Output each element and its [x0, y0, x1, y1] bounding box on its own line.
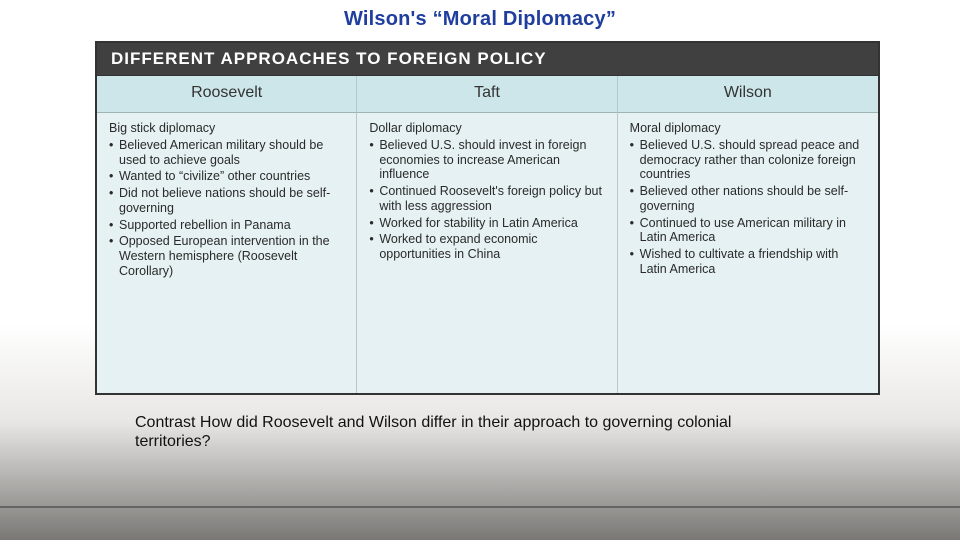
bullet-item: Worked to expand economic opportunities … — [369, 232, 606, 262]
bullet-item: Continued Roosevelt's foreign policy but… — [369, 184, 606, 214]
bullet-item: Wished to cultivate a friendship with La… — [630, 247, 868, 277]
col-body-roosevelt: Big stick diplomacy Believed American mi… — [97, 113, 357, 393]
approach-label: Moral diplomacy — [630, 121, 868, 136]
col-head-wilson: Wilson — [618, 76, 878, 113]
bullet-list: Believed U.S. should invest in foreign e… — [369, 138, 606, 262]
table-heading: DIFFERENT APPROACHES TO FOREIGN POLICY — [97, 43, 878, 76]
bullet-item: Did not believe nations should be self-g… — [109, 186, 346, 216]
col-body-wilson: Moral diplomacy Believed U.S. should spr… — [618, 113, 878, 393]
bullet-item: Continued to use American military in La… — [630, 216, 868, 246]
slide-title: Wilson's “Moral Diplomacy” — [0, 0, 960, 31]
col-head-taft: Taft — [357, 76, 617, 113]
bullet-item: Supported rebellion in Panama — [109, 218, 346, 233]
bullet-item: Worked for stability in Latin America — [369, 216, 606, 231]
bullet-item: Believed U.S. should spread peace and de… — [630, 138, 868, 182]
bullet-item: Believed other nations should be self-go… — [630, 184, 868, 214]
table-header-row: Roosevelt Taft Wilson — [97, 76, 878, 113]
table-body-row: Big stick diplomacy Believed American mi… — [97, 113, 878, 393]
contrast-question: Contrast How did Roosevelt and Wilson di… — [135, 413, 780, 451]
approach-label: Big stick diplomacy — [109, 121, 346, 136]
bullet-item: Wanted to “civilize” other countries — [109, 169, 346, 184]
col-head-roosevelt: Roosevelt — [97, 76, 357, 113]
approach-label: Dollar diplomacy — [369, 121, 606, 136]
bullet-item: Opposed European intervention in the Wes… — [109, 234, 346, 278]
bullet-list: Believed U.S. should spread peace and de… — [630, 138, 868, 277]
bullet-list: Believed American military should be use… — [109, 138, 346, 279]
col-body-taft: Dollar diplomacy Believed U.S. should in… — [357, 113, 617, 393]
bullet-item: Believed American military should be use… — [109, 138, 346, 168]
bullet-item: Believed U.S. should invest in foreign e… — [369, 138, 606, 182]
comparison-table: DIFFERENT APPROACHES TO FOREIGN POLICY R… — [95, 41, 880, 395]
bottom-accent-bar — [0, 506, 960, 508]
